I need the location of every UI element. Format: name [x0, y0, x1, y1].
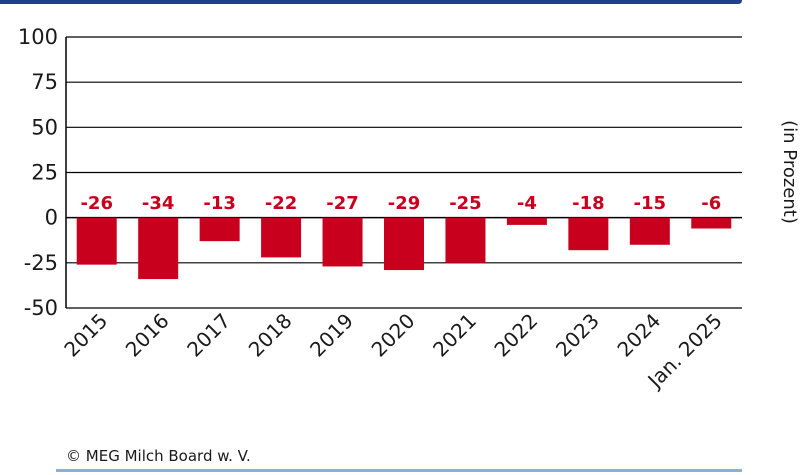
bar-value-label: -34 [142, 193, 175, 214]
bar [76, 217, 117, 265]
x-tick-label: 2021 [428, 309, 481, 362]
bottom-rule [56, 469, 742, 472]
bar-value-label: -27 [326, 193, 359, 214]
y-tick-label: 25 [31, 161, 58, 185]
x-tick-label: 2024 [612, 309, 665, 362]
bar [322, 217, 363, 267]
x-tick-label: 2020 [367, 309, 420, 362]
y-tick-label: 0 [45, 206, 58, 230]
bar-value-label: -15 [634, 193, 667, 214]
y-tick-labels: 100 75 50 25 0 -25 -50 [18, 25, 58, 320]
bar [384, 217, 424, 271]
x-tick-label: 2015 [59, 309, 112, 362]
y-tick-label: 75 [31, 70, 58, 94]
y-tick-label: -25 [24, 251, 58, 275]
bar-value-label: -22 [265, 193, 298, 214]
x-tick-label: 2017 [182, 309, 235, 362]
x-tick-label: 2018 [244, 309, 297, 362]
bar [445, 217, 486, 263]
bar-value-label: -25 [449, 193, 482, 214]
y-tick-label: 100 [18, 25, 58, 49]
top-rule [0, 0, 742, 4]
x-tick-label: 2016 [121, 309, 174, 362]
bar-value-label: -26 [80, 193, 113, 214]
bar [568, 217, 609, 251]
bar [629, 217, 670, 245]
y-tick-label: -50 [24, 296, 58, 320]
value-labels: -26 -34 -13 -22 -27 -29 -25 -4 -18 -15 -6 [80, 193, 721, 214]
bar-value-label: -29 [388, 193, 421, 214]
x-tick-label: 2019 [305, 309, 358, 362]
x-tick-label: 2022 [489, 309, 542, 362]
bar-value-label: -6 [701, 193, 721, 214]
bar-value-label: -13 [203, 193, 236, 214]
y-axis-label: (in Prozent) [779, 120, 800, 224]
bar [261, 217, 302, 258]
bars [76, 217, 732, 280]
bar [691, 217, 732, 229]
bar [199, 217, 240, 242]
source-credit: © MEG Milch Board w. V. [66, 447, 251, 465]
x-tick-label: 2023 [551, 309, 604, 362]
bar-value-label: -4 [517, 193, 537, 214]
bar [506, 217, 547, 225]
x-tick-labels: 2015 2016 2017 2018 2019 2020 2021 2022 2023 2024… [59, 309, 727, 394]
y-tick-label: 50 [31, 115, 58, 139]
bar-value-label: -18 [572, 193, 605, 214]
bar [138, 217, 179, 280]
